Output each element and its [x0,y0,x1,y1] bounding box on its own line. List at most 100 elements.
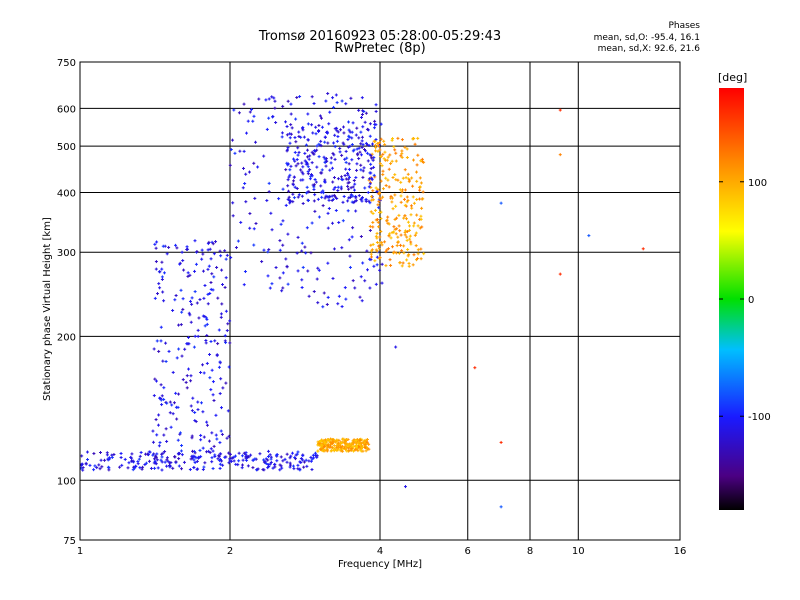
data-point [325,440,327,444]
data-point [137,460,139,464]
data-point [152,453,154,457]
data-point [334,133,336,137]
data-point [193,465,195,469]
data-point [341,246,343,250]
data-point [154,242,156,246]
data-point [163,433,165,437]
data-point [333,247,335,251]
data-point [347,181,349,185]
data-point [306,185,308,189]
data-point [206,361,208,365]
data-point [155,418,157,422]
data-point [400,200,402,204]
data-point [320,144,322,148]
data-point [280,464,282,468]
data-point [206,317,208,321]
data-point [302,172,304,176]
data-point [154,459,156,463]
data-point [275,453,277,457]
data-point [355,133,357,137]
y-tick-label: 750 [57,58,76,69]
data-point [366,249,368,253]
data-point [304,151,306,155]
data-point [311,161,313,165]
data-point [347,177,349,181]
y-tick-label: 100 [57,476,76,487]
data-point [202,269,204,273]
data-point [358,108,360,112]
data-point [296,96,298,100]
data-point [306,191,308,195]
data-point [356,445,358,449]
data-point [226,329,228,333]
data-point [349,130,351,134]
data-point [190,457,192,461]
data-point [287,197,289,201]
data-point [321,438,323,442]
data-point [366,440,368,444]
data-point [314,451,316,455]
data-point [339,448,341,452]
data-point [243,283,245,287]
data-point [324,160,326,164]
data-point [399,261,401,265]
data-point [169,464,171,468]
data-point [165,341,167,345]
data-point [412,195,414,199]
data-point [265,98,267,102]
data-point [180,288,182,292]
data-point [392,207,394,211]
data-point [169,400,171,404]
data-point [311,123,313,127]
data-point [202,252,204,256]
data-point [357,441,359,445]
data-point [353,178,355,182]
data-point [228,434,230,438]
data-point [215,413,217,417]
data-point [323,438,325,442]
data-point [365,445,367,449]
data-point [282,187,284,191]
data-point [173,401,175,405]
data-point [375,186,377,190]
data-point [218,365,220,369]
data-point [348,128,350,132]
data-point [158,349,160,353]
data-point [406,147,408,151]
data-point [419,197,421,201]
data-point [353,438,355,442]
data-point [255,140,257,144]
data-point [302,202,304,206]
data-point [320,448,322,452]
data-point [286,125,288,129]
data-point [170,425,172,429]
data-point [200,370,202,374]
data-point [420,214,422,218]
data-point [241,454,243,458]
data-point [247,454,249,458]
data-point [331,221,333,225]
data-point [361,115,363,119]
data-point [152,440,154,444]
data-point [331,446,333,450]
data-point [334,157,336,161]
data-point [337,446,339,450]
data-point [167,459,169,463]
data-point [191,409,193,413]
data-point [192,456,194,460]
data-point [120,451,122,455]
data-point [221,268,223,272]
data-point [395,178,397,182]
data-point [362,261,364,265]
data-point [210,257,212,261]
data-point [238,451,240,455]
data-point [371,176,373,180]
data-point [342,141,344,145]
data-point [379,196,381,200]
data-point [337,177,339,181]
data-point [219,249,221,253]
data-point [398,213,400,217]
data-point [416,170,418,174]
data-point [225,309,227,313]
data-point [397,240,399,244]
